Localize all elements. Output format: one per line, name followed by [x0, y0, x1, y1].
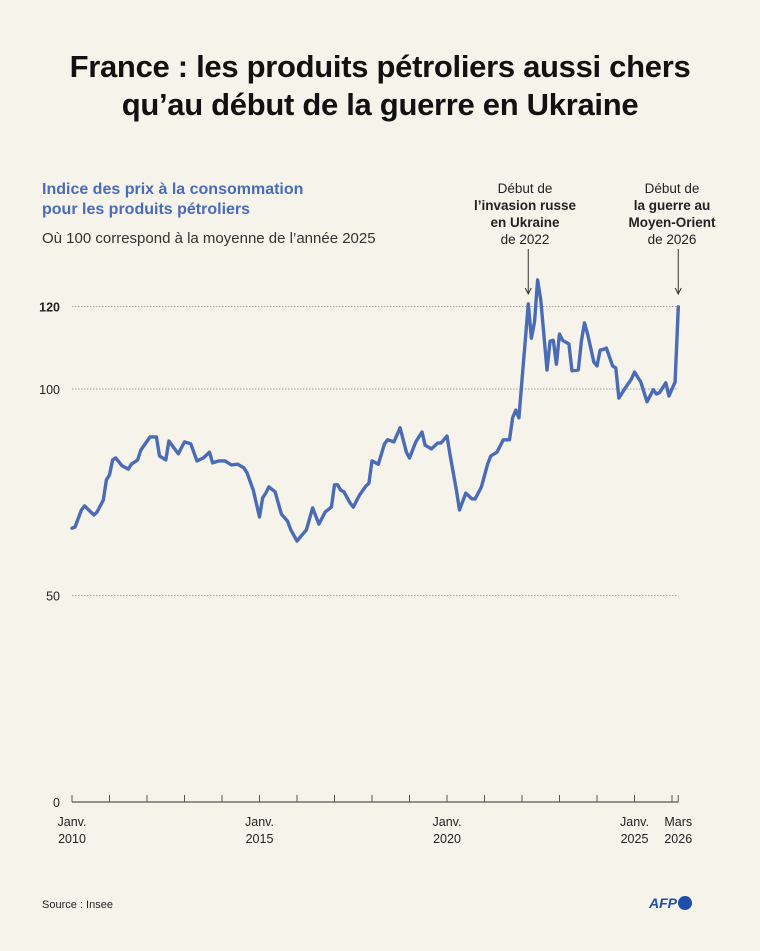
annotation-text: Moyen-Orient [628, 215, 716, 230]
data-line [70, 278, 680, 543]
arrow-head-icon [674, 287, 682, 296]
annotation-text: de 2026 [647, 232, 697, 247]
x-tick-label: Janv. [245, 815, 274, 829]
x-tick-label: Mars [664, 815, 692, 829]
title-line-2: qu’au début de la guerre en Ukraine [121, 87, 639, 122]
source-note: Source : Insee [42, 899, 113, 911]
y-tick-label: 120 [39, 300, 60, 314]
chart-subtitle: Indice des prix à la consommation pour l… [42, 180, 303, 220]
annotation-text: Début de [644, 181, 700, 196]
annotation-text: la guerre au [633, 198, 711, 213]
x-tick-label: Janv. [58, 815, 87, 829]
x-tick-label: 2026 [664, 832, 692, 846]
x-tick-label: Janv. [620, 815, 649, 829]
afp-logo-text: AFP [649, 895, 677, 911]
y-tick-label: 100 [39, 383, 60, 397]
title-line-1: France : les produits pétroliers aussi c… [69, 49, 691, 84]
annotation-text: l’invasion russe [473, 198, 577, 213]
x-tick-label: 2025 [621, 832, 649, 846]
arrow-head-icon [524, 287, 532, 296]
x-tick-label: 2010 [58, 832, 86, 846]
x-tick-label: 2020 [433, 832, 461, 846]
subtitle-line-2: pour les produits pétroliers [42, 201, 251, 218]
y-tick-label: 0 [53, 796, 60, 810]
annotation-text: en Ukraine [490, 215, 560, 230]
chart-note: Où 100 correspond à la moyenne de l’anné… [42, 230, 376, 247]
chart-title: France : les produits pétroliers aussi c… [0, 48, 760, 124]
annotation-text: Début de [497, 181, 553, 196]
subtitle-line-1: Indice des prix à la consommation [42, 181, 304, 198]
x-tick-label: Janv. [433, 815, 462, 829]
annotation-text: de 2022 [500, 232, 550, 247]
afp-logo-dot [678, 896, 692, 910]
annotation-middle-east: Début de la guerre au Moyen-Orient de 20… [602, 180, 742, 248]
annotation-ukraine: Début de l’invasion russe en Ukraine de … [455, 180, 595, 248]
y-tick-label: 50 [46, 590, 60, 604]
x-tick-label: 2015 [246, 832, 274, 846]
afp-logo: AFP [649, 895, 692, 911]
